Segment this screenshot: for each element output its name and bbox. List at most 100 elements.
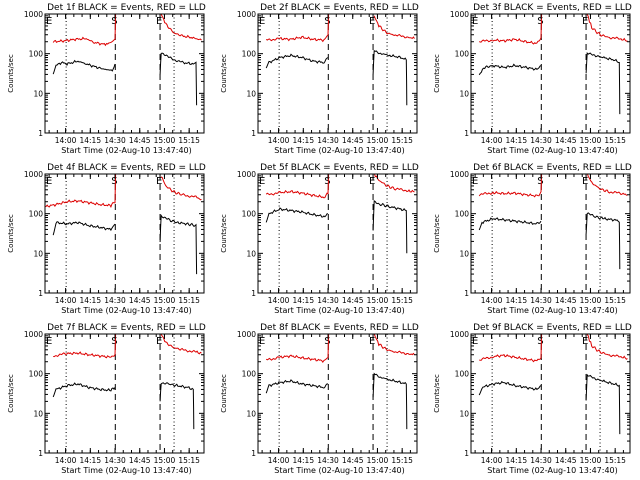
y-tick-label: 100 [455, 50, 470, 59]
x-tick-label: 15:15 [604, 296, 626, 305]
series-lld-line [53, 334, 117, 359]
chart-title: Det 4f BLACK = Events, RED = LLD [47, 163, 206, 173]
y-tick-label: 1000 [450, 330, 469, 339]
marker-label: E [582, 176, 588, 187]
plot-frame [470, 333, 631, 454]
y-tick-label: 1000 [24, 10, 43, 19]
y-tick-label: 10 [459, 249, 469, 258]
y-axis-label: Counts/sec [220, 54, 228, 93]
y-tick-label: 100 [242, 50, 257, 59]
plot-frame [44, 13, 205, 134]
x-tick-label: 14:45 [555, 136, 577, 145]
x-tick-label: 14:45 [342, 456, 364, 465]
series-events-line [585, 51, 621, 115]
x-tick-label: 15:15 [604, 456, 626, 465]
series-lld-line [586, 334, 628, 360]
marker-label: E [156, 16, 162, 27]
x-tick-label: 14:30 [530, 136, 552, 145]
x-tick-label: 14:00 [268, 296, 290, 305]
x-tick-label: 14:30 [104, 136, 126, 145]
x-tick-label: 14:00 [481, 296, 503, 305]
y-tick-label: 1 [251, 289, 256, 298]
x-tick-label: 14:30 [317, 296, 339, 305]
chart-panel-3: Det 3f BLACK = Events, RED = LLD E S E 1 10 10… [433, 3, 632, 155]
y-tick-label: 1 [38, 129, 43, 138]
series-group [45, 174, 202, 275]
y-tick-label: 100 [455, 370, 470, 379]
x-tick-label: 14:00 [268, 456, 290, 465]
plot-frame [470, 173, 631, 294]
y-tick-label: 10 [33, 249, 43, 258]
chart-panel-4: Det 4f BLACK = Events, RED = LLD E S E 1 10 10… [7, 163, 206, 315]
x-tick-label: 14:15 [79, 136, 101, 145]
y-axis-label: Counts/sec [7, 54, 15, 93]
y-axis-label: Counts/sec [7, 374, 15, 413]
chart-title: Det 3f BLACK = Events, RED = LLD [473, 3, 632, 13]
plot-frame [257, 13, 418, 134]
series-group [52, 334, 202, 430]
series-lld-line [478, 174, 543, 198]
series-lld-line [586, 174, 628, 196]
y-tick-label: 10 [246, 249, 256, 258]
x-tick-label: 15:00 [580, 456, 602, 465]
x-tick-label: 15:00 [580, 136, 602, 145]
y-tick-label: 10 [33, 409, 43, 418]
plot-frame [257, 333, 418, 454]
x-tick-label: 14:45 [555, 456, 577, 465]
marker-label: S [111, 336, 117, 347]
plot-frame [257, 173, 418, 294]
marker-label: E [582, 336, 588, 347]
y-tick-label: 1000 [237, 170, 256, 179]
series-events-line [159, 213, 198, 275]
x-tick-label: 14:45 [342, 136, 364, 145]
y-tick-label: 10 [459, 409, 469, 418]
x-tick-label: 15:00 [367, 456, 389, 465]
series-events-line [52, 59, 116, 75]
series-lld-line [52, 14, 117, 47]
x-tick-label: 15:00 [367, 296, 389, 305]
series-group [478, 174, 628, 270]
y-tick-label: 1000 [450, 170, 469, 179]
y-tick-label: 1 [251, 449, 256, 458]
series-events-line [372, 372, 408, 430]
y-axis-label: Counts/sec [7, 214, 15, 253]
x-tick-label: 14:00 [55, 136, 77, 145]
series-events-line [52, 382, 116, 398]
x-tick-label: 14:30 [530, 456, 552, 465]
marker-label: E [472, 16, 478, 27]
marker-label: S [324, 336, 330, 347]
series-group [265, 334, 415, 430]
chart-title: Det 6f BLACK = Events, RED = LLD [473, 163, 632, 173]
x-tick-label: 15:15 [391, 296, 413, 305]
y-tick-label: 10 [246, 409, 256, 418]
series-events-line [52, 221, 116, 236]
y-tick-label: 10 [33, 89, 43, 98]
y-tick-label: 100 [29, 50, 44, 59]
marker-label: E [582, 16, 588, 27]
marker-label: E [46, 176, 52, 187]
series-group [265, 14, 415, 106]
marker-label: E [46, 336, 52, 347]
chart-panel-8: Det 8f BLACK = Events, RED = LLD E S E 1 10 10… [220, 323, 419, 475]
series-lld-line [373, 15, 415, 40]
series-events-line [372, 49, 408, 106]
x-tick-label: 14:00 [55, 456, 77, 465]
x-tick-label: 14:15 [505, 296, 527, 305]
x-tick-label: 15:00 [154, 296, 176, 305]
series-lld-line [160, 176, 202, 201]
x-tick-label: 14:15 [79, 296, 101, 305]
x-tick-label: 15:15 [178, 456, 200, 465]
x-tick-label: 15:15 [178, 296, 200, 305]
y-axis-label: Counts/sec [433, 374, 441, 413]
marker-label: E [472, 336, 478, 347]
marker-label: E [156, 176, 162, 187]
plot-frame [470, 13, 631, 134]
x-tick-label: 14:45 [129, 136, 151, 145]
plot-frame [44, 173, 205, 294]
marker-label: S [537, 336, 543, 347]
y-tick-label: 100 [29, 210, 44, 219]
x-tick-label: 14:30 [104, 456, 126, 465]
y-tick-label: 100 [455, 210, 470, 219]
series-events-line [478, 63, 542, 76]
x-tick-label: 14:30 [530, 296, 552, 305]
